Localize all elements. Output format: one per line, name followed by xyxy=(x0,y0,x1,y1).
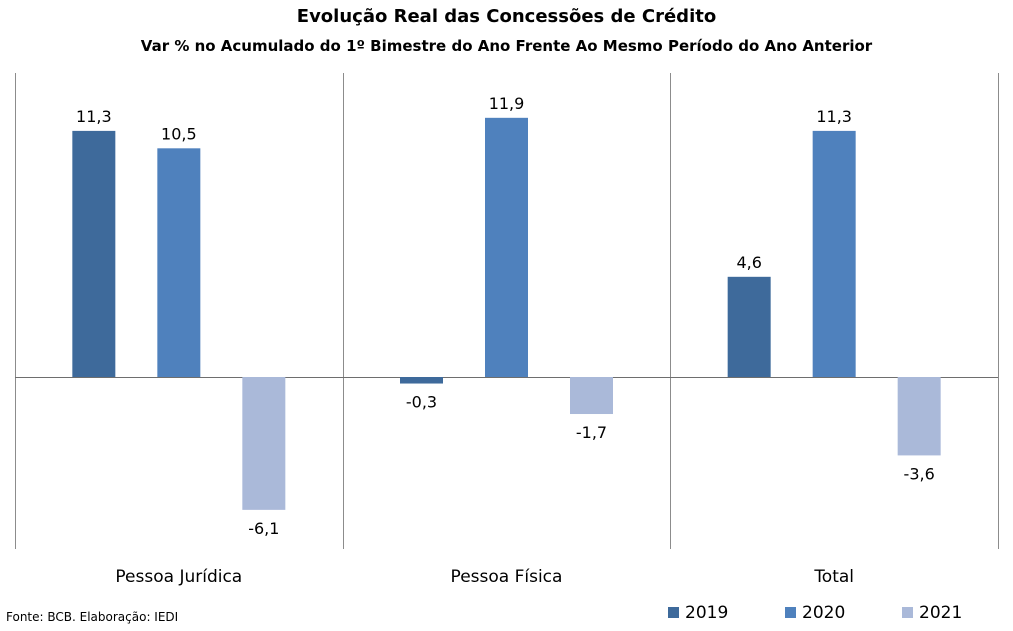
data-label-2020-1: 11,9 xyxy=(489,94,525,113)
chart-title: Evolução Real das Concessões de Crédito xyxy=(296,6,717,27)
bar-2021-2 xyxy=(897,377,941,456)
category-label-1: Pessoa Física xyxy=(451,567,563,587)
source-note: Fonte: BCB. Elaboração: IEDI xyxy=(6,610,179,624)
category-label-2: Total xyxy=(813,567,854,587)
category-label-group: Pessoa Jurídica Pessoa Física Total xyxy=(115,567,854,587)
data-label-2020-0: 10,5 xyxy=(161,124,197,143)
legend-swatch-2020 xyxy=(785,607,796,618)
data-label-2021-2: -3,6 xyxy=(904,464,935,483)
bar-2021-1 xyxy=(570,377,613,415)
data-label-2019-0: 11,3 xyxy=(76,107,112,126)
bar-2020-2 xyxy=(812,130,856,377)
legend-item-2019: 2019 xyxy=(668,603,728,623)
bar-2020-1 xyxy=(485,117,528,378)
category-label-0: Pessoa Jurídica xyxy=(115,567,242,587)
legend-item-2021: 2021 xyxy=(902,603,962,623)
bar-2020-0 xyxy=(157,148,201,377)
legend-label-2019: 2019 xyxy=(685,603,729,623)
bar-2019-0 xyxy=(72,130,116,377)
legend-item-2020: 2020 xyxy=(785,603,845,623)
data-label-2020-2: 11,3 xyxy=(816,107,852,126)
data-label-2019-2: 4,6 xyxy=(736,253,761,272)
legend-label-2021: 2021 xyxy=(919,603,963,623)
chart-subtitle: Var % no Acumulado do 1º Bimestre do Ano… xyxy=(140,37,873,55)
bar-2019-1 xyxy=(400,377,443,384)
legend-swatch-2019 xyxy=(668,607,679,618)
data-label-group: 11,3 10,5 -6,1 -0,3 11,9 -1,7 4,6 11,3 -3,6 xyxy=(76,94,935,538)
bar-2019-2 xyxy=(727,276,771,377)
data-label-2019-1: -0,3 xyxy=(406,393,437,412)
plot-frame xyxy=(15,73,999,549)
legend-label-2020: 2020 xyxy=(802,603,846,623)
data-label-2021-0: -6,1 xyxy=(248,519,279,538)
bar-group xyxy=(72,117,941,510)
data-label-2021-1: -1,7 xyxy=(576,423,607,442)
chart-plot: 11,3 10,5 -6,1 -0,3 11,9 -1,7 4,6 11,3 -3,6 Pess… xyxy=(15,73,999,587)
legend-swatch-2021 xyxy=(902,607,913,618)
bar-2021-0 xyxy=(242,377,286,510)
